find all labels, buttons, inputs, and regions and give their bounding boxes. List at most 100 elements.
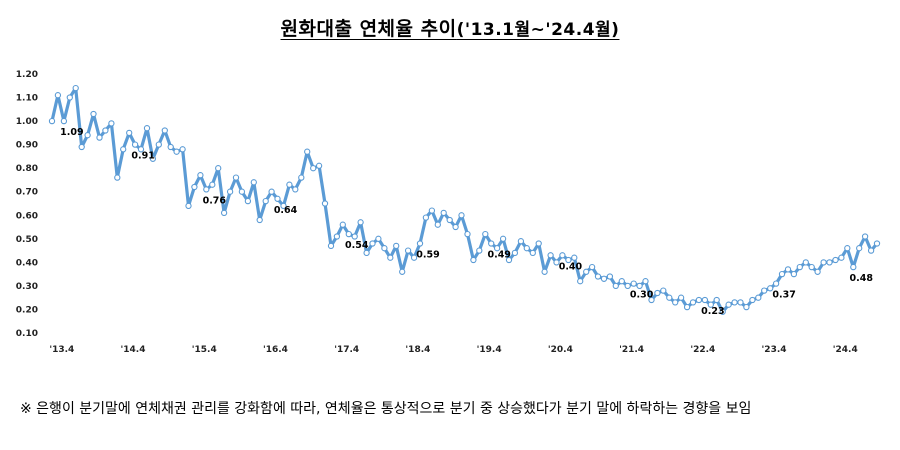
y-tick-label: 0.30 bbox=[16, 282, 38, 292]
data-point bbox=[197, 172, 204, 179]
data-point bbox=[232, 174, 240, 181]
data-point bbox=[630, 280, 637, 287]
data-point bbox=[84, 132, 91, 139]
data-point bbox=[844, 245, 851, 252]
x-tick-label: '14.4 bbox=[121, 345, 146, 355]
data-point bbox=[838, 254, 845, 261]
data-point bbox=[677, 294, 685, 301]
data-point bbox=[434, 221, 441, 228]
data-point bbox=[108, 120, 115, 127]
x-axis-tick-labels: '13.4 '14.4 '15.4 '16.4 '17.4 '18.4 '19.4 '20.4… bbox=[49, 345, 857, 355]
data-point bbox=[541, 268, 548, 275]
data-point bbox=[636, 282, 643, 290]
data-point bbox=[778, 270, 786, 278]
data-point bbox=[54, 92, 62, 99]
data-point bbox=[209, 181, 216, 188]
data-point bbox=[226, 188, 234, 195]
data-point bbox=[600, 275, 608, 282]
x-tick-label: '24.4 bbox=[833, 345, 858, 355]
data-point bbox=[286, 181, 293, 188]
data-point bbox=[488, 240, 495, 247]
data-point bbox=[701, 296, 709, 304]
y-tick-label: 0.10 bbox=[16, 329, 38, 339]
y-tick-label: 1.00 bbox=[16, 117, 38, 127]
data-point bbox=[559, 252, 566, 259]
data-point bbox=[689, 299, 697, 306]
data-point bbox=[262, 197, 269, 205]
footnote: ※ 은행이 분기말에 연체채권 관리를 강화함에 따라, 연체율은 통상적으로 … bbox=[20, 401, 752, 417]
data-point bbox=[482, 230, 489, 238]
data-point bbox=[131, 141, 139, 148]
data-label: 0.40 bbox=[559, 261, 583, 272]
x-tick-label: '20.4 bbox=[548, 345, 573, 355]
data-point bbox=[505, 256, 513, 264]
data-label: 0.54 bbox=[345, 240, 369, 251]
data-point bbox=[185, 202, 192, 210]
data-point bbox=[784, 266, 792, 273]
data-point bbox=[410, 254, 418, 261]
data-point bbox=[796, 263, 803, 271]
data-point bbox=[191, 183, 198, 191]
data-point bbox=[517, 238, 525, 245]
chart-title-period: ('13.1월~'24.4월) bbox=[456, 20, 620, 40]
data-point bbox=[612, 282, 619, 290]
series-overdue-rate bbox=[50, 86, 879, 314]
data-point bbox=[375, 235, 382, 242]
data-point bbox=[250, 179, 257, 186]
data-point bbox=[571, 254, 578, 261]
data-point bbox=[428, 207, 436, 214]
y-tick-label: 0.60 bbox=[16, 211, 38, 221]
data-point bbox=[767, 285, 774, 292]
data-point bbox=[416, 240, 424, 247]
data-labels: 1.09 0.91 0.76 0.64 0.54 0.59 0.49 0.40 0.30 0.23… bbox=[60, 127, 873, 317]
data-point bbox=[321, 200, 329, 207]
data-label: 0.23 bbox=[701, 306, 724, 317]
data-point bbox=[149, 155, 157, 162]
data-point bbox=[143, 125, 151, 132]
data-point bbox=[588, 263, 596, 271]
data-point bbox=[618, 278, 625, 285]
data-point bbox=[173, 148, 180, 155]
data-point bbox=[446, 216, 453, 224]
y-axis-tick-labels: 0.10 0.20 0.30 0.40 0.50 0.60 0.70 0.80 0.90 1.00… bbox=[16, 70, 38, 339]
data-point bbox=[404, 247, 412, 254]
data-point bbox=[179, 146, 186, 153]
data-point bbox=[867, 247, 875, 254]
data-point bbox=[529, 249, 536, 257]
data-point bbox=[856, 245, 863, 252]
data-point bbox=[654, 289, 661, 297]
data-point bbox=[749, 296, 756, 304]
data-point bbox=[90, 110, 97, 118]
data-point bbox=[743, 303, 750, 311]
y-tick-label: 0.80 bbox=[16, 164, 38, 174]
data-point bbox=[161, 127, 168, 134]
data-point bbox=[48, 117, 56, 125]
data-point bbox=[737, 299, 744, 306]
x-tick-label: '13.4 bbox=[49, 345, 74, 355]
y-tick-label: 1.20 bbox=[16, 70, 38, 80]
data-point bbox=[440, 209, 447, 217]
data-label: 1.09 bbox=[60, 127, 83, 138]
data-point bbox=[683, 303, 691, 311]
data-point bbox=[458, 212, 465, 219]
x-tick-label: '16.4 bbox=[263, 345, 288, 355]
x-tick-label: '17.4 bbox=[334, 345, 359, 355]
y-tick-label: 0.50 bbox=[16, 235, 38, 245]
data-point bbox=[695, 296, 703, 304]
data-label: 0.48 bbox=[850, 273, 874, 284]
data-point bbox=[256, 216, 263, 224]
data-point bbox=[707, 301, 714, 308]
data-point bbox=[244, 197, 252, 205]
y-tick-label: 0.20 bbox=[16, 305, 38, 315]
data-point bbox=[280, 202, 287, 210]
data-point bbox=[713, 296, 720, 304]
y-tick-label: 0.70 bbox=[16, 188, 38, 198]
data-point bbox=[274, 195, 281, 202]
x-tick-label: '18.4 bbox=[405, 345, 430, 355]
data-label: 0.64 bbox=[274, 205, 298, 216]
data-point bbox=[535, 240, 542, 247]
data-point bbox=[96, 134, 103, 141]
data-point bbox=[452, 223, 459, 231]
data-point bbox=[755, 294, 762, 301]
data-point bbox=[357, 219, 364, 226]
